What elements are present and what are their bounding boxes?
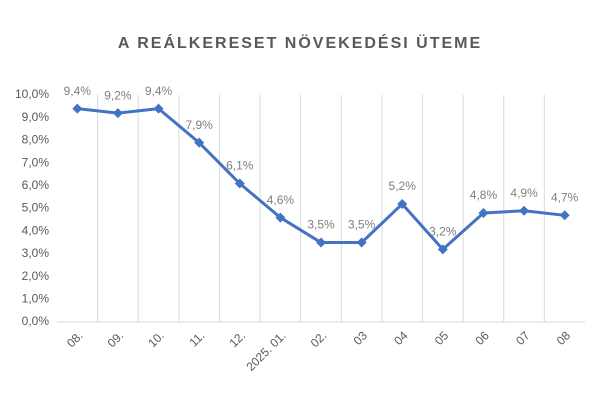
marker xyxy=(72,103,83,114)
marker xyxy=(112,108,123,119)
value-label: 9,4% xyxy=(64,84,92,98)
y-tick-label: 7,0% xyxy=(22,155,50,169)
y-tick-label: 3,0% xyxy=(22,246,50,260)
marker xyxy=(437,244,448,255)
marker xyxy=(153,103,164,114)
value-label: 4,8% xyxy=(470,188,498,202)
y-tick-label: 9,0% xyxy=(22,110,50,124)
y-tick-label: 6,0% xyxy=(22,178,50,192)
y-tick-label: 4,0% xyxy=(22,223,50,237)
chart-title: A REÁLKERESET NÖVEKEDÉSI ÜTEME xyxy=(118,33,482,52)
y-tick-label: 8,0% xyxy=(22,133,50,147)
marker xyxy=(478,208,489,219)
value-label: 4,6% xyxy=(267,193,295,207)
value-label: 6,1% xyxy=(226,159,254,173)
value-label: 9,4% xyxy=(145,84,173,98)
value-label: 5,2% xyxy=(389,179,417,193)
y-tick-label: 0,0% xyxy=(22,314,50,328)
marker xyxy=(234,178,245,189)
marker xyxy=(519,205,530,216)
value-label: 3,5% xyxy=(307,218,335,232)
value-label: 9,2% xyxy=(104,88,132,102)
value-label: 3,2% xyxy=(429,225,457,239)
marker xyxy=(275,212,286,223)
value-label: 7,9% xyxy=(185,118,213,132)
value-label: 3,5% xyxy=(348,218,376,232)
value-label: 4,9% xyxy=(510,186,538,200)
marker xyxy=(397,198,408,209)
y-tick-label: 5,0% xyxy=(22,201,50,215)
marker xyxy=(559,210,570,221)
marker xyxy=(316,237,326,248)
value-label: 4,7% xyxy=(551,190,579,204)
marker xyxy=(356,237,367,248)
y-tick-label: 2,0% xyxy=(22,269,50,283)
y-tick-label: 1,0% xyxy=(22,291,50,305)
marker xyxy=(194,137,205,148)
y-tick-label: 10,0% xyxy=(15,87,49,101)
